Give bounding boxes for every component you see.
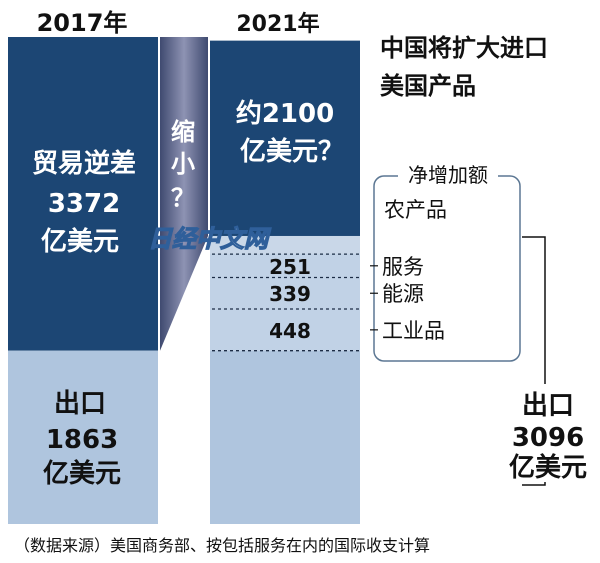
increment-category-0: 农产品 xyxy=(384,198,447,222)
export-2021-value: 3096 xyxy=(512,423,584,453)
increment-category-2: 能源 xyxy=(382,282,424,306)
chart-title-line-2: 美国产品 xyxy=(380,72,476,100)
increment-value-2: 339 xyxy=(269,282,311,306)
increment-segment-1 xyxy=(210,254,360,278)
increase-box-title: 净增加额 xyxy=(408,163,488,187)
watermark: 日经中文网 xyxy=(148,225,272,253)
bar-2017-export xyxy=(8,350,158,524)
bar-2017-deficit xyxy=(8,37,158,351)
export-2021-unit: 亿美元 xyxy=(509,452,587,483)
increment-strips xyxy=(210,235,360,351)
deficit-2017-value: 3372 xyxy=(48,189,120,219)
connector-char-3: ？ xyxy=(171,184,195,212)
source-note: （数据来源）美国商务部、按包括服务在内的国际收支计算 xyxy=(14,536,431,555)
increase-box-title-bg xyxy=(398,162,498,188)
increment-segment-2 xyxy=(210,277,360,310)
export-2017-value: 1863 xyxy=(46,425,118,455)
deficit-2017-label-1: 贸易逆差 xyxy=(32,148,136,179)
chart-title-line-1: 中国将扩大进口 xyxy=(380,34,548,62)
bar-2021-export-base xyxy=(210,350,360,524)
export-2017-label: 出口 xyxy=(54,389,106,419)
increment-category-1: 服务 xyxy=(382,255,424,279)
year-label-2021: 2021年 xyxy=(236,11,319,37)
export-2021-label: 出口 xyxy=(522,391,574,421)
increment-value-1: 251 xyxy=(269,255,311,279)
export-2021-bracket xyxy=(522,236,546,486)
deficit-2021-unit: 亿美元？ xyxy=(240,136,344,167)
deficit-2021-value: 约2100 xyxy=(236,98,334,129)
export-2021-label-bg xyxy=(512,384,586,482)
connector-char-1: 缩 xyxy=(171,118,195,146)
increment-dividers xyxy=(212,253,362,352)
increment-segment-0 xyxy=(210,235,360,255)
export-2017-unit: 亿美元 xyxy=(43,458,121,489)
increment-value-3: 448 xyxy=(269,319,311,343)
increment-segment-3 xyxy=(210,309,360,351)
year-label-2017: 2017年 xyxy=(37,9,128,37)
deficit-2017-unit: 亿美元 xyxy=(41,226,119,257)
connector-char-2: 小 xyxy=(171,150,195,178)
increment-category-3: 工业品 xyxy=(382,319,445,343)
bar-2021-deficit xyxy=(210,40,360,236)
shrink-connector xyxy=(160,37,208,351)
